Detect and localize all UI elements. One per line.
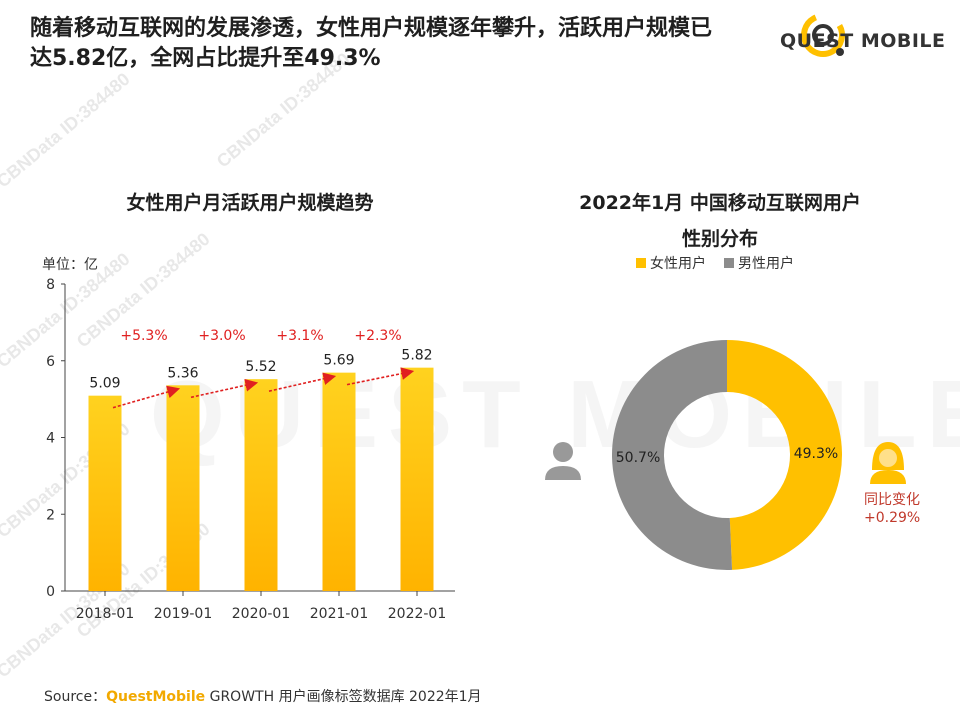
logo-text: QUEST MOBILE xyxy=(780,30,946,52)
bar-chart-title: 女性用户月活跃用户规模趋势 xyxy=(126,192,374,214)
yoy-value: +0.29% xyxy=(864,510,921,526)
legend-label: 女性用户 xyxy=(650,256,706,272)
x-tick-label: 2022-01 xyxy=(388,606,447,622)
x-tick-label: 2020-01 xyxy=(232,606,291,622)
yoy-label: 同比变化 xyxy=(864,492,920,508)
x-tick-label: 2018-01 xyxy=(76,606,135,622)
page-title: 随着移动互联网的发展渗透，女性用户规模逐年攀升，活跃用户规模已达5.82亿，全网… xyxy=(30,16,713,71)
bar-chart-unit: 单位：亿 xyxy=(42,257,98,273)
legend-swatch xyxy=(724,258,734,268)
bar xyxy=(322,372,356,591)
source-brand: QuestMobile xyxy=(106,689,206,705)
male-user-icon xyxy=(545,442,581,480)
female-user-icon xyxy=(870,442,906,484)
bar-value-label: 5.09 xyxy=(89,376,120,392)
growth-label: +2.3% xyxy=(354,328,401,344)
source-suffix: GROWTH 用户画像标签数据库 2022年1月 xyxy=(205,689,482,705)
growth-label: +3.1% xyxy=(276,328,323,344)
bar xyxy=(400,367,434,591)
growth-arrow xyxy=(190,378,259,399)
growth-label: +3.0% xyxy=(198,328,245,344)
growth-arrow xyxy=(112,385,181,409)
x-tick-label: 2021-01 xyxy=(310,606,369,622)
donut-value-label: 50.7% xyxy=(616,450,660,466)
bar xyxy=(244,379,278,591)
pie-legend: 女性用户 男性用户 xyxy=(636,253,794,273)
y-tick-label: 0 xyxy=(46,584,55,600)
source-footer: Source：QuestMobile GROWTH 用户画像标签数据库 2022… xyxy=(44,686,482,706)
legend-label: 男性用户 xyxy=(738,256,794,272)
bar xyxy=(88,395,122,591)
bar-value-label: 5.82 xyxy=(401,348,432,364)
source-prefix: Source： xyxy=(44,689,107,705)
bar xyxy=(166,385,200,591)
y-tick-label: 6 xyxy=(46,354,55,370)
questmobile-logo-icon xyxy=(801,12,845,57)
pie-chart-title: 2022年1月 中国移动互联网用户 xyxy=(579,192,861,214)
pie-chart-title: 性别分布 xyxy=(681,228,758,250)
legend-item-female: 女性用户 xyxy=(636,253,706,273)
donut-slice-female xyxy=(727,340,842,570)
legend-swatch xyxy=(636,258,646,268)
y-tick-label: 8 xyxy=(46,277,55,293)
growth-arrow xyxy=(268,372,337,392)
growth-arrow xyxy=(346,367,415,386)
growth-label: +5.3% xyxy=(120,328,167,344)
bar-value-label: 5.52 xyxy=(245,359,276,375)
legend-item-male: 男性用户 xyxy=(724,253,794,273)
donut-value-label: 49.3% xyxy=(794,446,838,462)
bar-value-label: 5.36 xyxy=(167,365,198,381)
donut-slice-male xyxy=(612,340,733,570)
y-tick-label: 2 xyxy=(46,507,55,523)
x-tick-label: 2019-01 xyxy=(154,606,213,622)
y-tick-label: 4 xyxy=(46,431,55,447)
bar-value-label: 5.69 xyxy=(323,353,354,369)
